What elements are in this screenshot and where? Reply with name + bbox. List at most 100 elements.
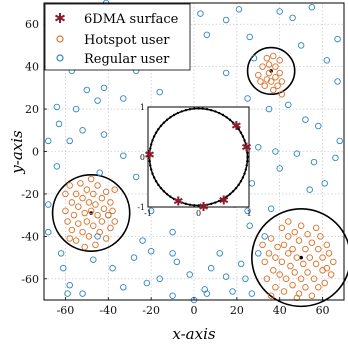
inset-candidate-position: [229, 193, 231, 195]
regular-user-point: [285, 102, 291, 108]
hotspot-user-point: [300, 261, 306, 267]
inset-6dma-surface: -1 0 1-101: [137, 103, 251, 218]
hotspot-user-point: [292, 270, 298, 276]
regular-user-point: [247, 223, 253, 229]
hotspot-user-point: [69, 227, 75, 233]
regular-user-point: [247, 34, 253, 40]
hotspot-user-point: [290, 282, 296, 288]
x-tick-label: -40: [99, 304, 117, 317]
hotspot-user-point: [309, 293, 315, 299]
regular-user-point: [324, 57, 330, 63]
hotspot-user-point: [292, 229, 298, 235]
inset-candidate-position: [163, 190, 165, 192]
hotspot-user-point: [290, 246, 296, 252]
hotspot-user-point: [99, 195, 105, 201]
regular-user-point: [223, 70, 229, 76]
hotspot-user-point: [88, 176, 94, 182]
regular-user-point: [45, 202, 51, 208]
x-axis-label: x-axis: [172, 325, 215, 343]
hotspot-user-point: [110, 208, 116, 214]
regular-user-point: [230, 289, 236, 295]
hotspot-user-point: [84, 187, 90, 193]
regular-user-point: [307, 187, 313, 193]
regular-user-point: [56, 121, 62, 127]
hotspot-user-point: [264, 55, 270, 61]
hotspot-user-point: [82, 244, 88, 250]
legend: 6DMA surface Hotspot user Regular user: [45, 4, 190, 70]
inset-candidate-position: [185, 109, 187, 111]
inset-candidate-position: [160, 125, 162, 127]
regular-user-point: [133, 174, 139, 180]
hotspot-user-point: [262, 259, 268, 265]
inset-candidate-position: [242, 176, 244, 178]
hotspot-user-point: [255, 72, 261, 78]
hotspot-user-point: [95, 183, 101, 189]
inset-candidate-position: [151, 172, 153, 174]
inset-candidate-position: [193, 204, 195, 206]
hotspot-user-point: [303, 284, 309, 290]
regular-user-point: [131, 255, 137, 261]
regular-user-point: [268, 206, 274, 212]
hotspot-user-point: [307, 255, 313, 261]
regular-user-point: [120, 96, 126, 102]
hotspot-user-point: [103, 189, 109, 195]
inset-candidate-position: [151, 139, 153, 141]
inset-candidate-position: [229, 119, 231, 121]
inset-candidate-position: [160, 187, 162, 189]
hotspot-user-point: [273, 255, 279, 261]
regular-user-point: [198, 11, 204, 17]
hotspot-user-point: [101, 206, 107, 212]
inset-candidate-position: [210, 109, 212, 111]
regular-user-point: [249, 181, 255, 187]
regular-user-point: [140, 238, 146, 244]
y-tick-label: -20: [21, 188, 39, 201]
x-tick-label: 60: [316, 304, 330, 317]
inset-candidate-position: [166, 119, 168, 121]
hotspot-user-point: [275, 83, 281, 89]
hotspot-user-point: [73, 238, 79, 244]
inset-candidate-position: [225, 116, 227, 118]
y-tick-label: -60: [21, 273, 39, 286]
inset-candidate-position: [149, 164, 151, 166]
regular-user-point: [236, 7, 242, 13]
hotspot-user-point: [296, 238, 302, 244]
inset-candidate-position: [169, 196, 171, 198]
inset-candidate-position: [177, 112, 179, 114]
legend-label-hotspot: Hotspot user: [84, 33, 170, 48]
hotspot-user-point: [82, 210, 88, 216]
inset-x-tick-label: -1: [144, 209, 152, 218]
regular-user-point: [303, 117, 309, 123]
inset-candidate-position: [240, 132, 242, 134]
regular-user-point: [84, 87, 90, 93]
inset-candidate-position: [166, 193, 168, 195]
y-tick-label: 0: [32, 146, 39, 159]
hotspot-user-point: [315, 284, 321, 290]
regular-user-point: [255, 144, 261, 150]
hotspot-user-point: [294, 255, 300, 261]
y-tick-label: 20: [25, 103, 39, 116]
regular-user-point: [335, 79, 341, 85]
inset-x-tick-label: 0: [196, 209, 201, 218]
hotspot-user-point: [281, 242, 287, 248]
inset-candidate-position: [218, 112, 220, 114]
inset-candidate-position: [243, 172, 245, 174]
regular-user-point: [101, 132, 107, 138]
regular-user-point: [144, 280, 150, 286]
regular-user-point: [333, 155, 339, 161]
hotspot-user-point: [266, 70, 272, 76]
inset-candidate-position: [243, 139, 245, 141]
hotspot-user-point: [324, 242, 330, 248]
hotspot-user-point: [69, 200, 75, 206]
inset-candidate-position: [210, 203, 212, 205]
hotspot-user-point: [303, 246, 309, 252]
hotspot-user-point: [95, 212, 101, 218]
inset-candidate-position: [153, 176, 155, 178]
regular-user-point: [90, 257, 96, 263]
regular-user-point: [54, 104, 60, 110]
hotspot-user-point: [285, 219, 291, 225]
regular-user-point: [80, 127, 86, 133]
inset-candidate-position: [240, 180, 242, 182]
hotspot-user-point: [75, 221, 81, 227]
regular-user-point: [120, 284, 126, 290]
inset-candidate-position: [245, 168, 247, 170]
